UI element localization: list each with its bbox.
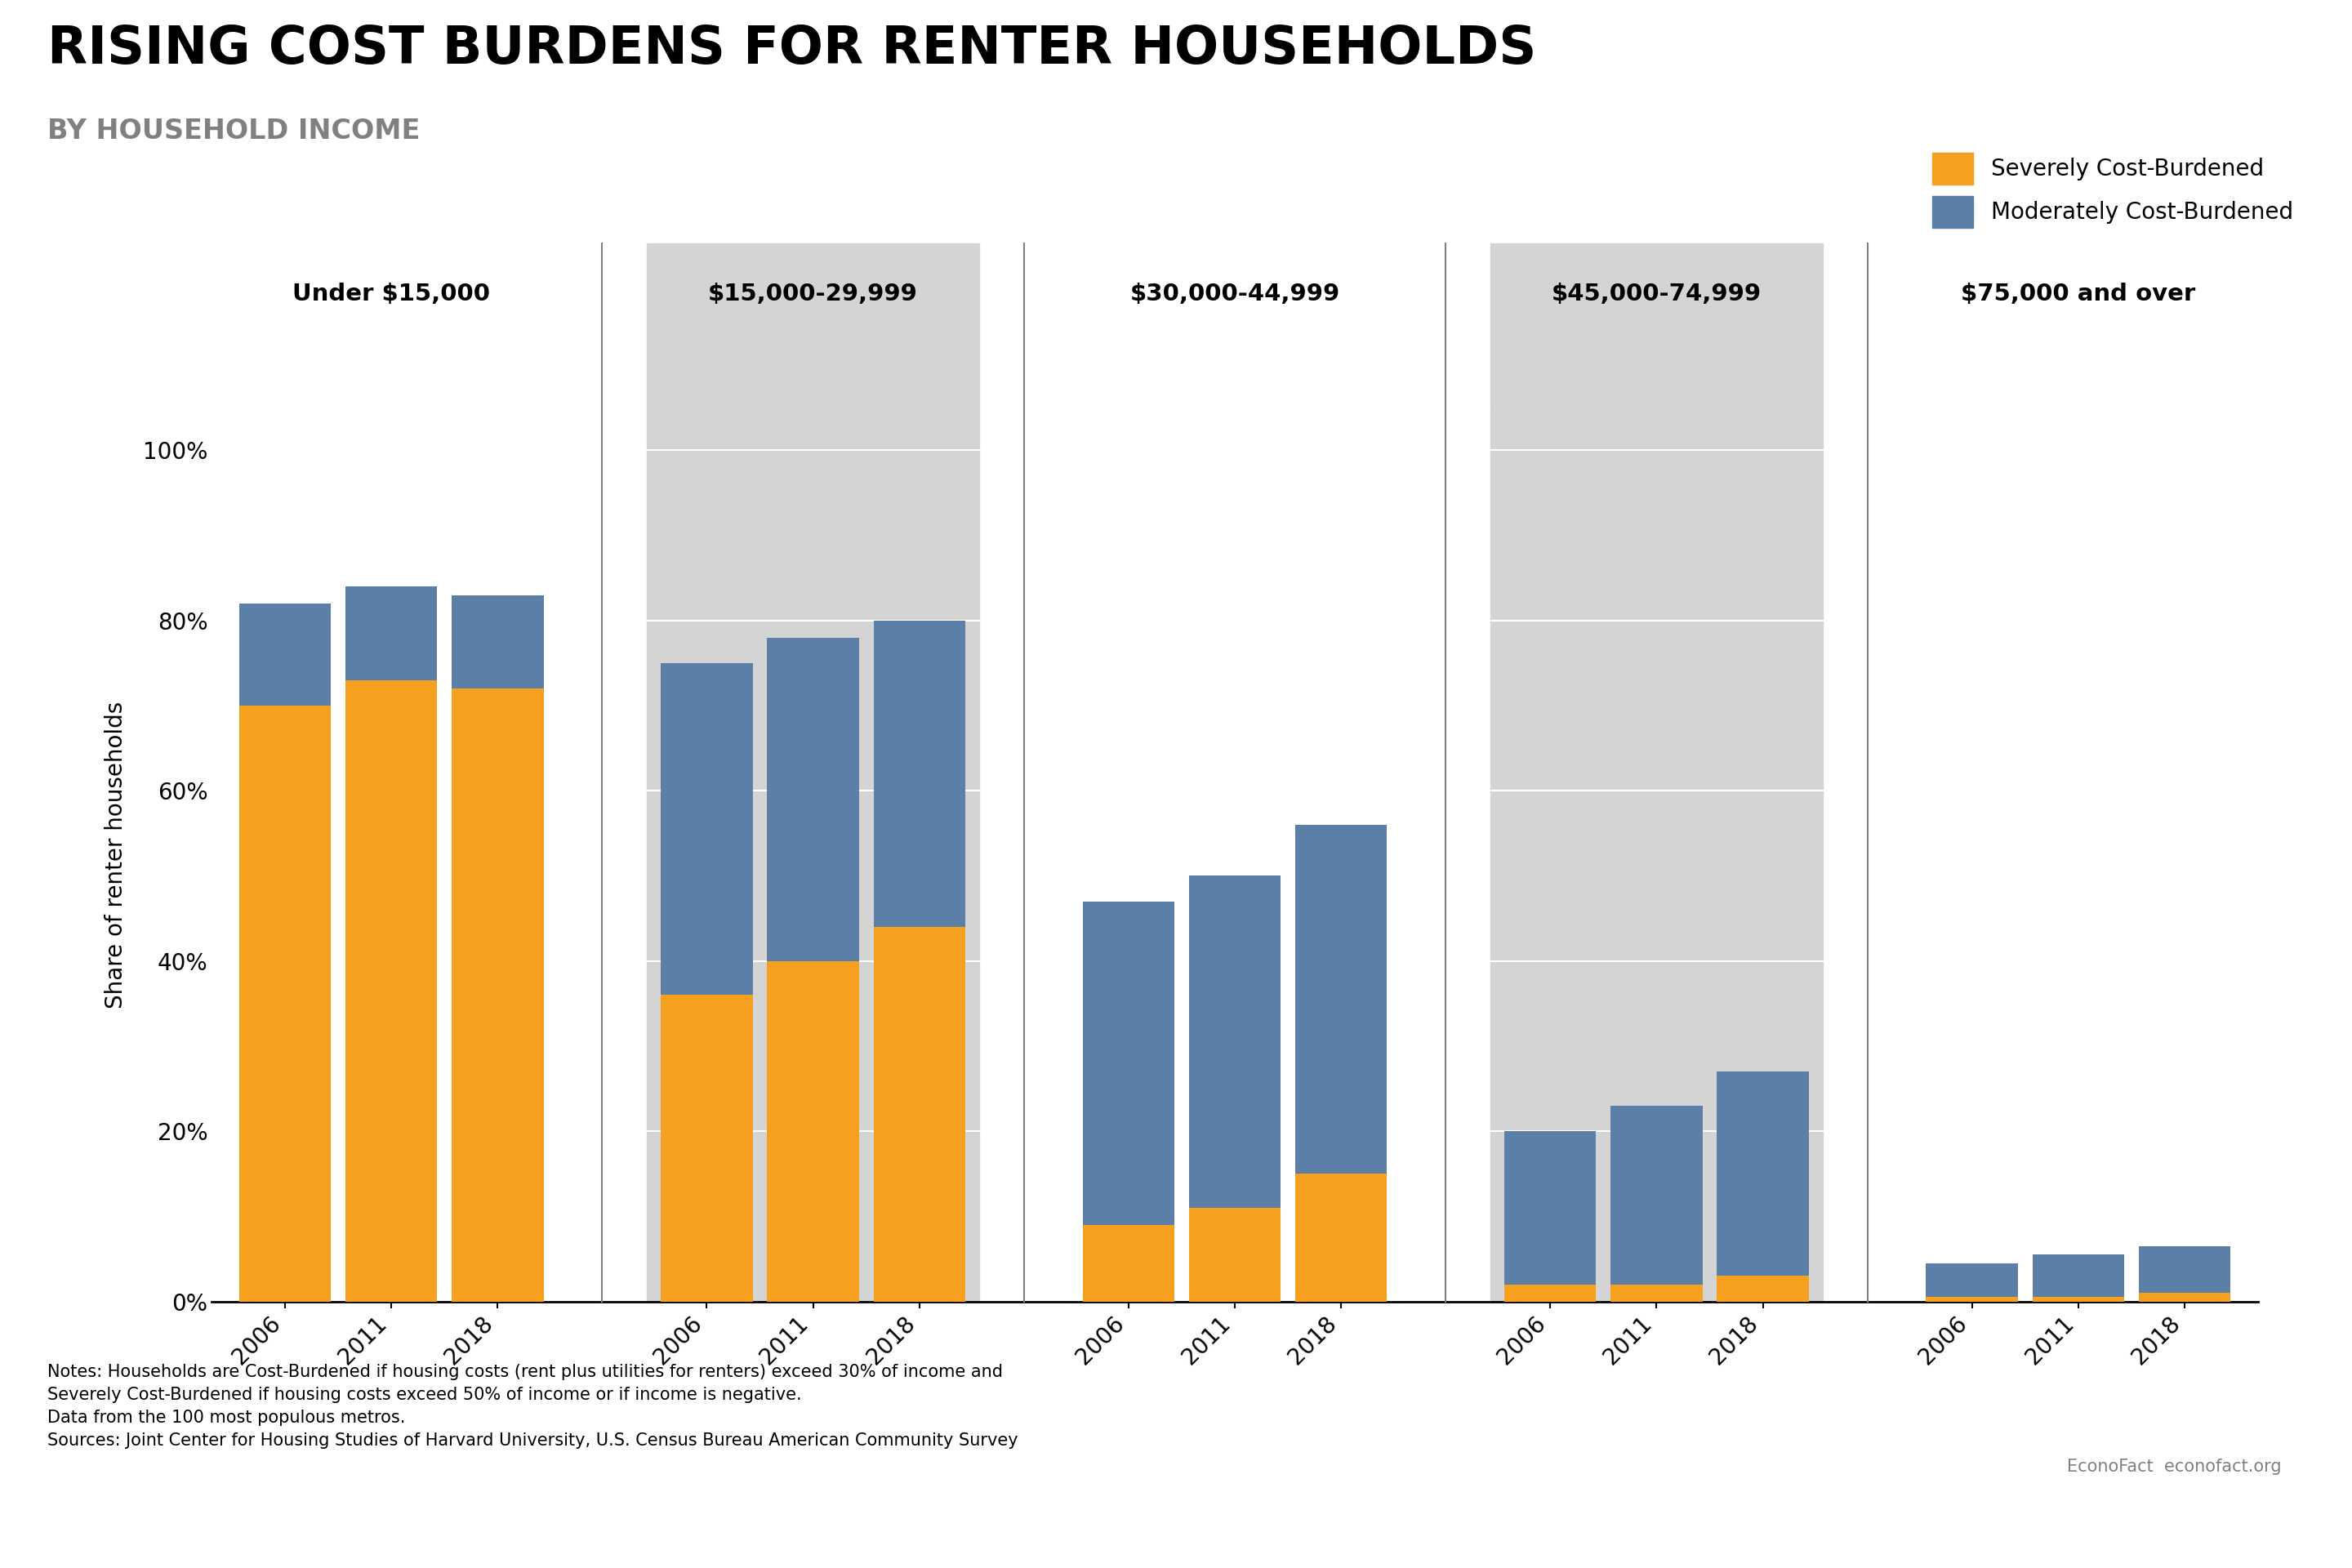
Bar — [1190, 877, 1279, 1207]
Text: BY HOUSEHOLD INCOME: BY HOUSEHOLD INCOME — [47, 118, 419, 144]
Bar — [1611, 1284, 1703, 1301]
Bar — [1611, 1105, 1703, 1284]
Text: $45,000-74,999: $45,000-74,999 — [1552, 282, 1762, 306]
Bar — [1082, 902, 1174, 1225]
Bar — [346, 681, 437, 1301]
Text: Notes: Households are Cost-Burdened if housing costs (rent plus utilities for re: Notes: Households are Cost-Burdened if h… — [47, 1364, 1018, 1449]
Text: RISING COST BURDENS FOR RENTER HOUSEHOLDS: RISING COST BURDENS FOR RENTER HOUSEHOLD… — [47, 24, 1536, 74]
Bar — [240, 604, 332, 706]
Bar — [767, 961, 858, 1301]
Bar — [1717, 1071, 1809, 1276]
Bar — [1505, 1131, 1597, 1284]
Bar — [1717, 1276, 1809, 1301]
Y-axis label: Share of renter households: Share of renter households — [103, 701, 127, 1008]
Text: EconoFact  econofact.org: EconoFact econofact.org — [2067, 1458, 2281, 1474]
Bar — [1926, 1297, 2018, 1301]
Text: $30,000-44,999: $30,000-44,999 — [1129, 282, 1341, 306]
Bar — [767, 638, 858, 961]
Bar — [873, 927, 964, 1301]
Text: $75,000 and over: $75,000 and over — [1962, 282, 2194, 306]
Bar — [452, 594, 543, 688]
Bar — [346, 586, 437, 681]
Text: $15,000-29,999: $15,000-29,999 — [708, 282, 917, 306]
Bar — [661, 663, 753, 996]
Bar — [1296, 1174, 1388, 1301]
Bar — [1296, 825, 1388, 1174]
Bar — [2032, 1297, 2124, 1301]
Legend: Severely Cost-Burdened, Moderately Cost-Burdened: Severely Cost-Burdened, Moderately Cost-… — [1933, 152, 2293, 227]
Bar — [1082, 1225, 1174, 1301]
Bar — [1505, 1284, 1597, 1301]
Text: Under $15,000: Under $15,000 — [292, 282, 489, 306]
Bar — [452, 688, 543, 1301]
Bar — [647, 408, 978, 1301]
Bar — [2032, 1254, 2124, 1297]
Bar — [240, 706, 332, 1301]
Bar — [661, 996, 753, 1301]
Bar — [2138, 1294, 2230, 1301]
Bar — [1926, 1264, 2018, 1297]
Bar — [1190, 1207, 1279, 1301]
Bar — [2138, 1247, 2230, 1294]
Bar — [1491, 408, 1823, 1301]
Bar — [873, 621, 964, 927]
